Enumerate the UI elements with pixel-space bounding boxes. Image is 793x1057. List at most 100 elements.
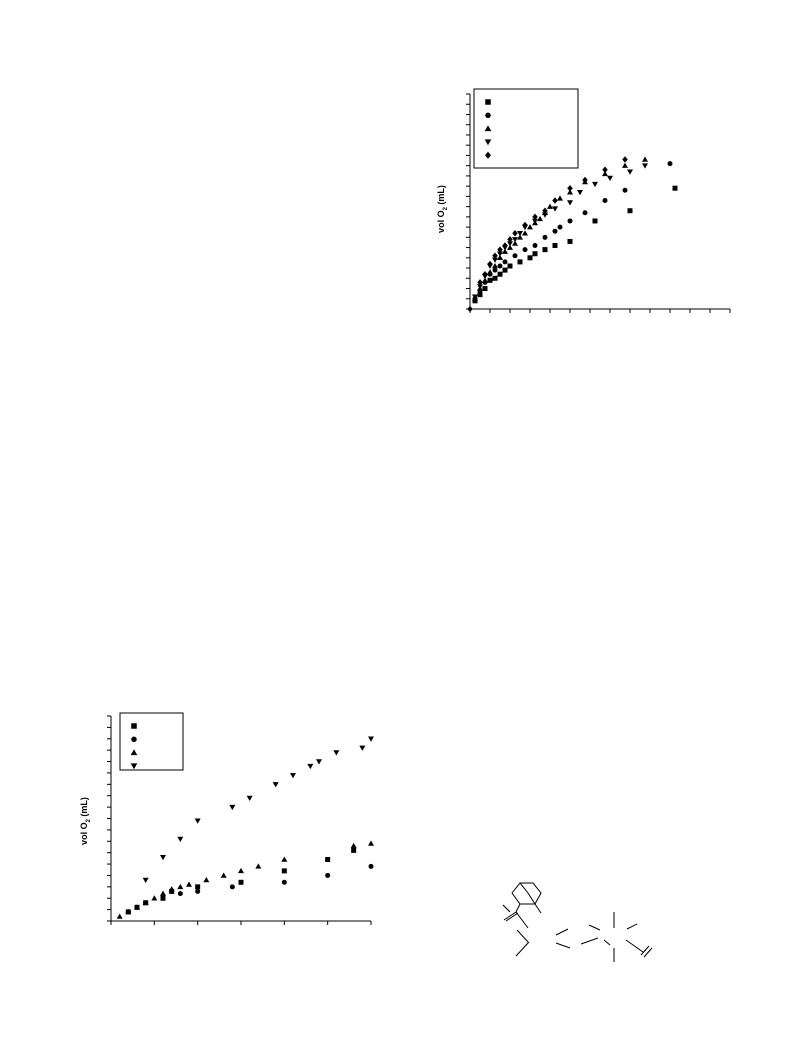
legend [119, 712, 184, 771]
data-point-series-4 [512, 237, 518, 243]
data-point-series-2 [552, 228, 558, 234]
legend-marker-1 [485, 99, 491, 105]
data-point-series-3 [512, 240, 518, 246]
data-point-series-3 [142, 899, 149, 906]
data-point-series-1 [552, 243, 558, 249]
data-point-series-5 [512, 229, 518, 237]
data-point-series-5 [622, 156, 628, 163]
legend-marker-3 [484, 125, 492, 132]
data-point-series-2 [195, 888, 201, 894]
data-point-series-3 [527, 224, 533, 230]
data-point-series-3 [281, 856, 288, 862]
data-point-series-1 [592, 218, 598, 224]
data-point-series-5 [602, 166, 608, 174]
data-point-series-5 [567, 184, 573, 192]
data-point-series-4 [229, 804, 236, 811]
data-point-series-2 [160, 895, 166, 901]
data-point-series-4 [177, 836, 184, 842]
data-point-series-4 [160, 854, 166, 861]
data-point-series-2 [567, 218, 573, 224]
data-point-series-4 [333, 750, 340, 756]
data-point-series-1 [627, 208, 633, 214]
data-point-series-3 [547, 203, 553, 209]
data-point-series-3 [151, 895, 158, 901]
data-point-series-3 [177, 883, 184, 890]
data-point-series-2 [542, 234, 548, 240]
data-point-series-3 [517, 234, 523, 240]
data-point-series-4 [290, 772, 296, 779]
data-point-series-4 [359, 745, 366, 751]
data-point-series-3 [537, 215, 543, 222]
data-point-series-3 [642, 156, 648, 162]
data-point-series-2 [557, 224, 563, 230]
data-point-series-5 [482, 270, 488, 278]
data-point-series-4 [477, 284, 483, 290]
data-point-series-3 [116, 913, 123, 919]
data-point-series-4 [552, 206, 558, 212]
data-point-series-4 [246, 795, 253, 801]
data-point-series-1 [497, 271, 503, 277]
data-point-series-3 [622, 162, 628, 168]
legend-marker-2 [131, 736, 137, 743]
data-point-series-3 [487, 269, 493, 275]
data-point-series-4 [577, 190, 583, 196]
data-point-series-3 [507, 244, 513, 250]
data-point-series-2 [522, 247, 528, 253]
legend-marker-3 [130, 749, 138, 756]
data-point-series-4 [194, 818, 201, 824]
data-point-series-1 [487, 277, 493, 283]
data-point-series-2 [532, 243, 538, 249]
data-point-series-5 [582, 176, 588, 184]
data-point-series-3 [368, 840, 374, 846]
data-point-series-5 [552, 197, 558, 204]
data-point-series-2 [325, 872, 331, 878]
data-point-series-3 [350, 842, 357, 849]
data-point-series-2 [622, 187, 628, 193]
y-axis-label: vol O2 (mL) [79, 797, 92, 845]
legend-marker-5 [484, 151, 492, 159]
data-point-series-5 [497, 246, 503, 253]
data-point-series-4 [492, 257, 498, 263]
data-point-series-4 [142, 877, 149, 883]
data-point-series-1 [492, 275, 498, 281]
data-point-series-1 [507, 263, 513, 269]
data-point-series-1 [527, 255, 533, 261]
data-point-series-1 [542, 247, 548, 253]
y-axis-label: vol O2 (mL) [436, 185, 449, 233]
data-point-series-2 [229, 884, 235, 890]
data-point-series-4 [497, 251, 503, 257]
data-point-series-3 [255, 863, 262, 869]
data-point-series-3 [160, 890, 166, 896]
legend-marker-4 [484, 139, 492, 146]
data-point-series-5 [487, 260, 493, 268]
data-point-series-1 [281, 868, 287, 874]
data-point-series-2 [602, 197, 608, 203]
data-point-series-2 [177, 891, 183, 897]
data-point-series-2 [497, 263, 503, 269]
data-point-series-4 [307, 763, 314, 770]
data-point-series-4 [472, 294, 478, 300]
data-point-series-4 [592, 181, 598, 188]
legend-marker-1 [131, 723, 137, 729]
data-point-series-1 [325, 857, 331, 862]
data-point-series-4 [607, 175, 613, 181]
data-point-series-1 [195, 884, 201, 890]
data-point-series-3 [492, 263, 498, 269]
data-point-series-5 [467, 305, 473, 313]
legend-marker-2 [485, 112, 491, 119]
data-point-series-5 [492, 252, 498, 260]
data-point-series-1 [351, 847, 357, 853]
data-point-series-4 [272, 782, 279, 788]
data-point-series-3 [186, 881, 192, 887]
data-point-series-4 [316, 759, 322, 765]
data-point-series-3 [602, 170, 608, 177]
data-point-series-1 [672, 185, 678, 191]
data-point-series-4 [542, 212, 548, 218]
data-point-series-2 [667, 161, 673, 167]
data-point-series-3 [567, 189, 573, 195]
data-point-series-2 [512, 253, 518, 259]
data-point-series-3 [238, 867, 244, 874]
